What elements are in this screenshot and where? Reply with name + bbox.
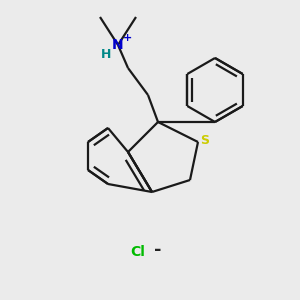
- Text: -: -: [154, 241, 162, 259]
- Text: N: N: [112, 38, 124, 52]
- Text: Cl: Cl: [130, 245, 146, 259]
- Text: +: +: [123, 33, 133, 43]
- Text: S: S: [200, 134, 209, 146]
- Text: H: H: [101, 49, 111, 62]
